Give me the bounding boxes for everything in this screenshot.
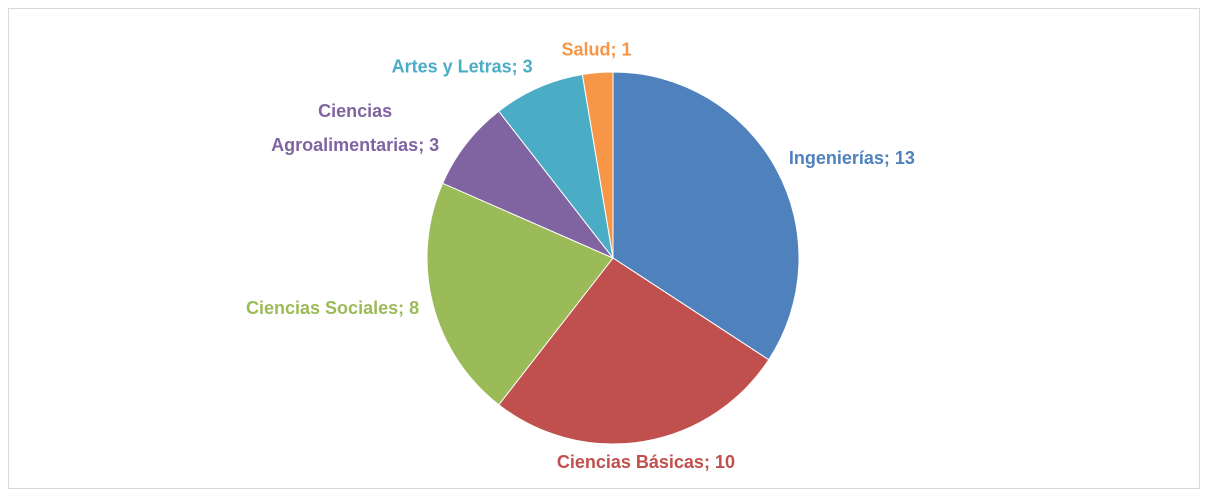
data-label: Ingenierías; 13 [789,148,915,168]
pie-slice [442,110,614,259]
pie-slice [581,71,614,259]
data-label: Ciencias Básicas; 10 [557,452,735,472]
data-label: Ciencias Agroalimentarias; 3 [271,101,439,155]
data-label: Artes y Letras; 3 [392,56,533,76]
pie-slice [426,182,614,406]
data-label: Salud; 1 [561,39,631,59]
pie-slice [498,73,614,259]
pie-slice [498,257,770,445]
data-label: Ciencias Sociales; 8 [246,298,419,318]
